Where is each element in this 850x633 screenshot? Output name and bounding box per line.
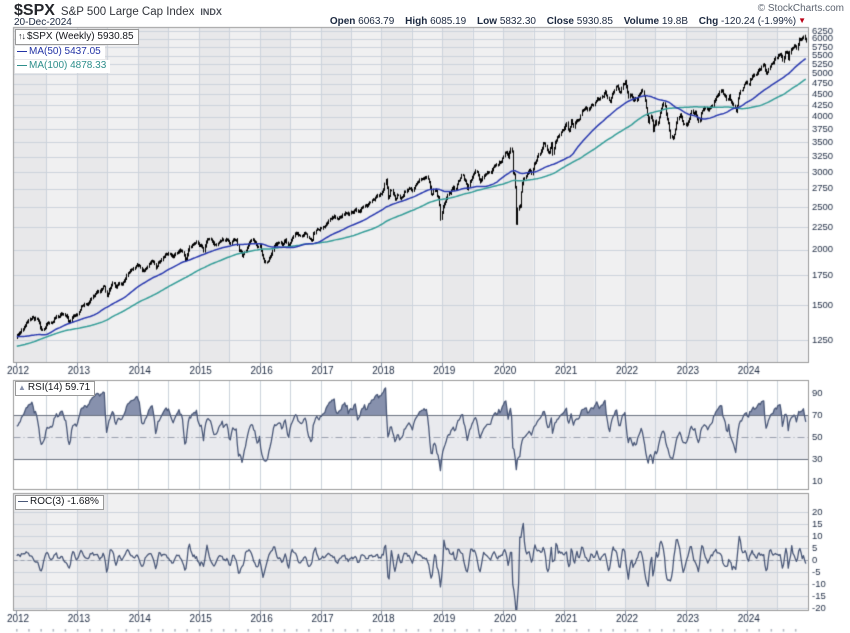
volume-label: Volume <box>623 16 660 27</box>
ma100-legend-text: MA(100) 4878.33 <box>29 60 107 71</box>
low-label: Low <box>477 16 498 27</box>
ma50-legend-text: MA(50) 5437.05 <box>29 46 101 57</box>
rsi-legend: ▲ RSI(14) 59.71 <box>15 381 96 396</box>
price-legend-text: $SPX (Weekly) 5930.85 <box>27 31 134 42</box>
updown-arrows-icon: ↑↓ <box>18 31 26 41</box>
price-legend: ↑↓ $SPX (Weekly) 5930.85 — MA(50) 5437.05 … <box>15 29 139 74</box>
chg-down-triangle-icon: ▼ <box>798 16 806 25</box>
ma100-legend: — MA(100) 4878.33 <box>15 60 111 73</box>
roc-line-swatch-icon: — <box>18 496 28 507</box>
ma50-legend: — MA(50) 5437.05 <box>15 46 105 59</box>
rsi-legend-text: RSI(14) 59.71 <box>27 382 91 393</box>
roc-legend-box: — ROC(3) -1.68% <box>15 495 104 510</box>
copyright-link[interactable]: © StockCharts.com <box>757 3 844 14</box>
open-label: Open <box>329 16 356 27</box>
chg-value: -120.24 (-1.99%) <box>721 16 797 27</box>
quote-summary: Open 6063.79 High 6085.19 Low 5832.30 Cl… <box>322 16 806 27</box>
high-label: High <box>405 16 428 27</box>
open-value: 6063.79 <box>358 16 395 27</box>
chart-date: 20-Dec-2024 <box>14 17 72 28</box>
area-chart-icon: ▲ <box>18 383 26 392</box>
roc-legend-text: ROC(3) -1.68% <box>30 496 99 507</box>
exchange-label: INDX <box>200 7 222 17</box>
chg-label: Chg <box>698 16 719 27</box>
ma100-line-swatch-icon: — <box>17 60 27 71</box>
symbol-label: $SPX <box>14 2 55 19</box>
rsi-legend-box: ▲ RSI(14) 59.71 <box>15 381 96 396</box>
volume-value: 19.8B <box>661 16 689 27</box>
price-legend-title: ↑↓ $SPX (Weekly) 5930.85 <box>15 29 139 45</box>
close-value: 5930.85 <box>576 16 613 27</box>
index-name-label: S&P 500 Large Cap Index <box>60 6 195 18</box>
roc-legend: — ROC(3) -1.68% <box>15 495 104 510</box>
low-value: 5832.30 <box>499 16 536 27</box>
ma50-line-swatch-icon: — <box>17 46 27 57</box>
close-label: Close <box>546 16 574 27</box>
chart-header: $SPX S&P 500 Large Cap Index INDX <box>14 2 222 20</box>
high-value: 6085.19 <box>430 16 467 27</box>
